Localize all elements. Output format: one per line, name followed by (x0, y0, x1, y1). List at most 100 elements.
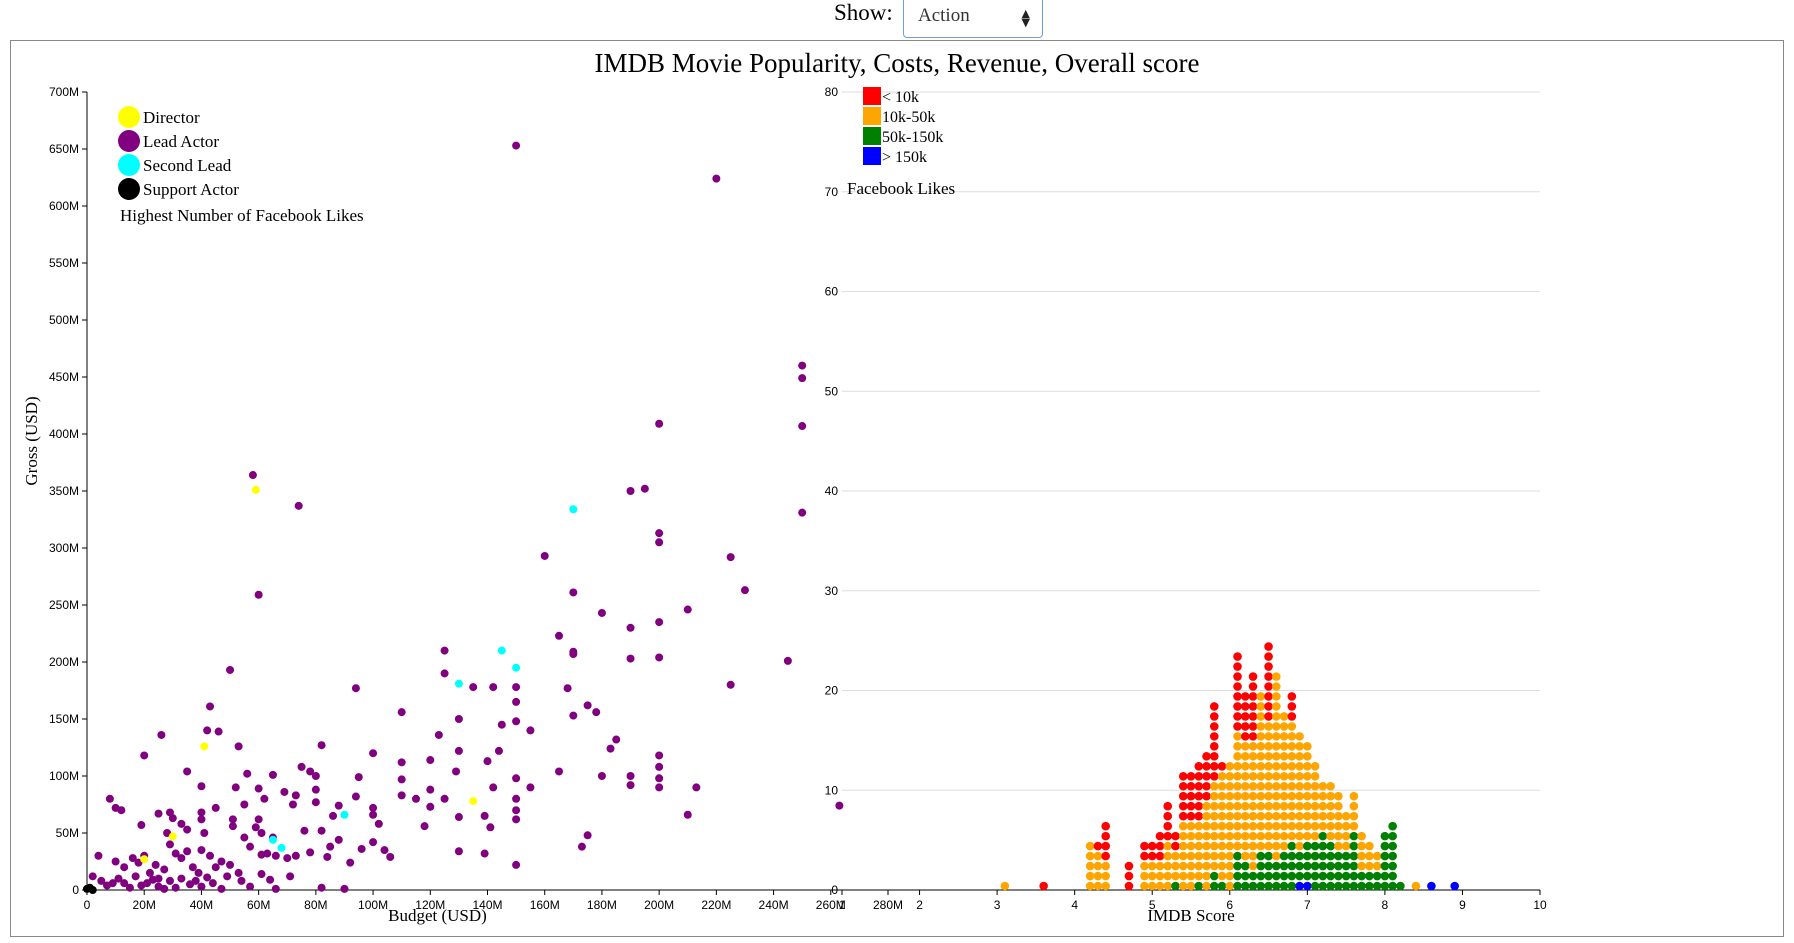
scatter-point (369, 838, 378, 847)
histogram-dot (1256, 861, 1266, 871)
scatter-point (251, 485, 260, 494)
scatter-point (183, 767, 192, 776)
histogram-dot (1202, 771, 1211, 781)
scatter-point (626, 654, 635, 663)
scatter-point (798, 374, 807, 383)
scatter-point (374, 819, 383, 828)
histogram-dot (1341, 811, 1351, 821)
histogram-dot (1272, 801, 1281, 811)
histogram-dot (1349, 861, 1359, 871)
histogram-dot (1240, 841, 1250, 851)
y-tick-label: 100M (49, 769, 79, 783)
histogram-dot (1240, 801, 1250, 811)
y-tick-label: 700M (49, 85, 79, 99)
y-tick-label: 70 (825, 185, 839, 199)
legend-swatch (863, 87, 881, 105)
legend-marker (118, 130, 140, 152)
histogram-dot (1287, 791, 1297, 801)
histogram-dot (1287, 881, 1297, 891)
scatter-point (563, 684, 572, 693)
histogram-dot (1380, 861, 1390, 871)
histogram-dot (1240, 871, 1250, 881)
histogram-dot (1303, 791, 1312, 801)
scatter-point (131, 872, 140, 881)
histogram-dot (1202, 851, 1211, 861)
scatter-point (655, 774, 664, 783)
histogram-dot (1318, 781, 1328, 791)
scatter-point (128, 854, 137, 863)
x-tick-label: 240M (759, 898, 789, 912)
histogram-dot (1279, 762, 1289, 771)
histogram-dot (1233, 692, 1242, 701)
histogram-dot (1186, 811, 1196, 821)
budget-gross-scatter: 0 50M 100M 150M 200M 250M 300M 350M 400M 450M 500M… (22, 85, 903, 925)
histogram-dot (1171, 851, 1180, 861)
scatter-point (148, 875, 157, 884)
histogram-dot (1202, 841, 1211, 851)
scatter-point (254, 815, 263, 824)
histogram-dot (1240, 821, 1250, 831)
histogram-dot (1380, 851, 1390, 861)
histogram-dot (1233, 851, 1242, 861)
scatter-point (512, 774, 521, 783)
histogram-dot (1194, 811, 1204, 821)
histogram-dot (1225, 811, 1235, 821)
histogram-dot (1209, 742, 1219, 751)
histogram-dot (1202, 781, 1211, 791)
histogram-dot (1240, 742, 1250, 751)
x-tick-label: 6 (1226, 898, 1233, 912)
scatter-point (397, 775, 406, 784)
scatter-point (231, 783, 240, 792)
histogram-dot (1202, 831, 1211, 841)
scatter-point (248, 471, 257, 480)
histogram-dot (1240, 861, 1250, 871)
histogram-dot (1233, 811, 1242, 821)
histogram-dot (1233, 781, 1242, 791)
histogram-dot (1248, 841, 1258, 851)
histogram-dot (1295, 871, 1304, 881)
scatter-point (583, 831, 592, 840)
x-axis-title: Budget (USD) (388, 906, 487, 925)
scatter-point (200, 742, 209, 751)
scatter-point (197, 782, 206, 791)
histogram-dot (1287, 722, 1297, 731)
histogram-dot (1295, 841, 1304, 851)
scatter-point (655, 419, 664, 428)
histogram-dot (1318, 871, 1328, 881)
histogram-dot (1334, 791, 1343, 801)
histogram-dot (1334, 831, 1343, 841)
histogram-dot (1349, 791, 1359, 801)
scatter-point (426, 756, 435, 765)
scatter-point (160, 865, 169, 874)
scatter-point (237, 876, 246, 885)
histogram-dot (1233, 672, 1242, 681)
legend-marker (118, 178, 140, 200)
scatter-point (206, 851, 215, 860)
histogram-dot (1248, 722, 1258, 731)
histogram-dot (1326, 861, 1335, 871)
scatter-point (577, 842, 586, 851)
histogram-dot (1326, 791, 1335, 801)
y-tick-label: 550M (49, 256, 79, 270)
histogram-dot (1256, 791, 1266, 801)
histogram-dot (1341, 871, 1351, 881)
histogram-dot (1240, 712, 1250, 721)
histogram-dot (1217, 801, 1227, 811)
histogram-dot (1264, 881, 1273, 891)
histogram-dot (1287, 801, 1297, 811)
histogram-dot (1209, 871, 1219, 881)
histogram-dot (1264, 732, 1273, 741)
histogram-dot (1279, 801, 1289, 811)
histogram-dot (1279, 781, 1289, 791)
histogram-dot (1217, 771, 1227, 781)
histogram-dot (1264, 682, 1273, 691)
histogram-dot (1147, 851, 1157, 861)
genre-select[interactable]: Action ▲ ▼ (903, 0, 1043, 38)
histogram-dot (1334, 871, 1343, 881)
histogram-dot (1372, 851, 1382, 861)
scatter-point (489, 683, 498, 692)
scatter-point (469, 797, 478, 806)
scatter-point (311, 772, 320, 780)
scatter-point (369, 810, 378, 819)
histogram-dot (1295, 821, 1304, 831)
